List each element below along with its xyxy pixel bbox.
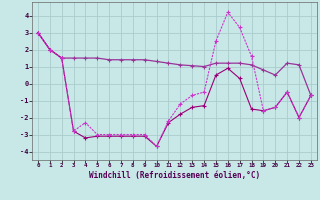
X-axis label: Windchill (Refroidissement éolien,°C): Windchill (Refroidissement éolien,°C) (89, 171, 260, 180)
